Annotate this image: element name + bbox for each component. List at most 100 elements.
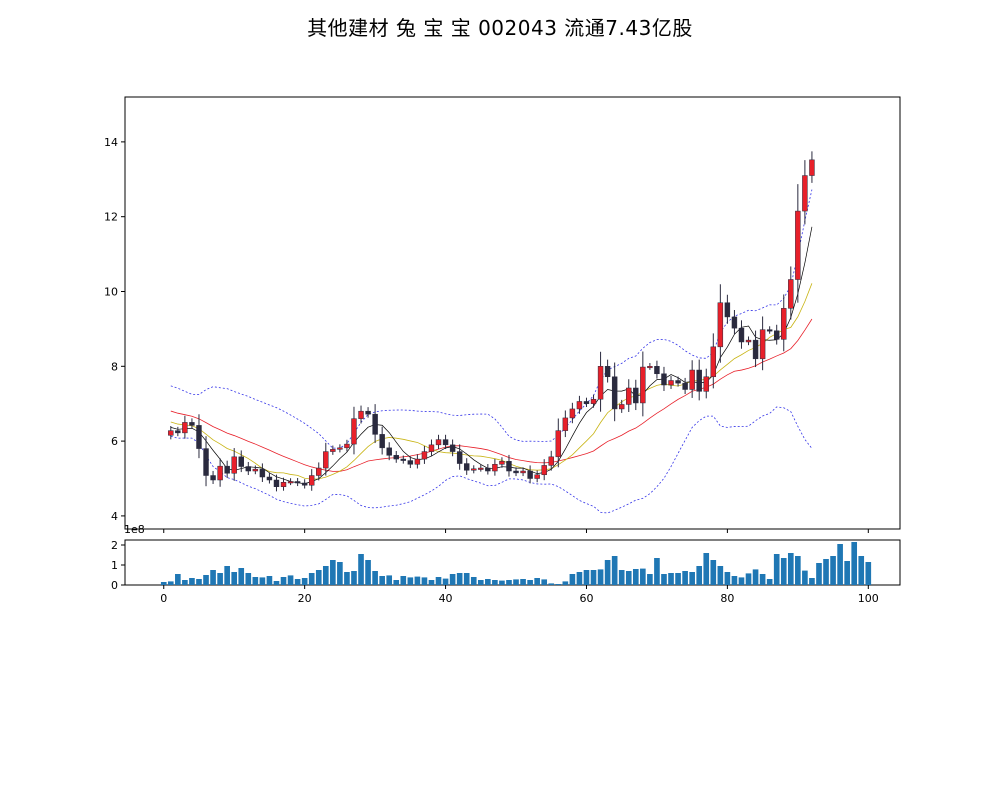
candle-body <box>675 380 681 384</box>
volume-x-axis: 0 20 40 60 80 100 <box>160 585 879 605</box>
volume-bar <box>231 572 238 585</box>
volume-bar <box>477 580 484 585</box>
boll-lower-line <box>170 406 813 514</box>
candle-body <box>569 408 576 419</box>
volume-bar <box>689 572 695 585</box>
volume-bar <box>661 574 667 585</box>
candle-body <box>301 482 308 486</box>
volume-bar <box>167 581 174 585</box>
candle-body <box>442 439 449 446</box>
volume-bar <box>421 577 428 585</box>
candle-body <box>562 417 569 431</box>
candle-body <box>316 467 322 476</box>
x-tick-label: 80 <box>720 592 734 605</box>
x-tick-label: 40 <box>439 592 453 605</box>
volume-bar <box>773 554 780 585</box>
volume-bar <box>224 566 230 585</box>
candle-body <box>548 456 554 466</box>
candle-body <box>168 430 174 436</box>
candle-body <box>618 404 625 410</box>
volume-bar <box>625 571 632 585</box>
volume-bar <box>337 562 343 585</box>
candle-body <box>611 376 618 410</box>
volume-y-tick-label: 2 <box>111 539 118 552</box>
candle-body <box>788 279 794 309</box>
volume-bar <box>745 573 752 585</box>
candle-body <box>766 329 773 332</box>
candle-body <box>703 376 709 392</box>
volume-bar <box>752 569 759 585</box>
price-axes-frame <box>124 96 901 530</box>
price-y-tick-label: 14 <box>104 136 118 149</box>
volume-bar <box>344 572 350 585</box>
candle-body <box>745 339 752 343</box>
candle-body <box>534 474 540 479</box>
candle-body <box>640 366 646 404</box>
candle-body <box>308 475 315 486</box>
volume-bar <box>787 553 794 585</box>
volume-bar <box>372 571 378 585</box>
candle-body <box>210 475 216 481</box>
candle-body <box>449 444 456 452</box>
candle-body <box>506 461 512 472</box>
volume-bar <box>731 576 738 585</box>
candle-body <box>456 451 463 464</box>
candle-body <box>597 366 604 400</box>
volume-bar <box>809 578 815 585</box>
volume-bar <box>597 569 604 585</box>
candle-body <box>781 308 787 340</box>
candle-body <box>590 398 597 404</box>
candle-body <box>259 468 266 478</box>
volume-bar <box>534 578 540 585</box>
candle-body <box>266 476 273 481</box>
candle-body <box>633 387 639 404</box>
volume-bar <box>351 571 357 585</box>
candle-body <box>421 451 428 460</box>
candle-body <box>809 159 815 176</box>
x-tick-label: 100 <box>858 592 879 605</box>
volume-bar <box>668 573 674 585</box>
price-y-tick-label: 6 <box>111 435 118 448</box>
volume-bar <box>442 578 449 585</box>
volume-bar <box>548 583 555 585</box>
volume-bar <box>203 575 209 585</box>
candle-body <box>654 366 660 375</box>
volume-bar <box>682 571 688 585</box>
volume-bar <box>499 580 505 585</box>
volume-bar <box>520 579 526 585</box>
volume-bar <box>238 568 245 585</box>
volume-bar <box>703 553 710 585</box>
candle-body <box>365 410 371 415</box>
candle-body <box>478 467 484 470</box>
candle-body <box>196 425 202 449</box>
price-y-tick-label: 10 <box>104 285 118 298</box>
volume-bar <box>315 570 322 585</box>
candle-body <box>189 422 195 426</box>
candle-body <box>738 327 745 343</box>
price-y-tick-label: 8 <box>111 360 118 373</box>
volume-bar <box>611 556 618 585</box>
volume-bar <box>604 560 611 585</box>
candle-body <box>527 470 533 479</box>
candle-body <box>689 369 695 390</box>
boll-upper-line <box>170 189 813 449</box>
volume-bar <box>830 556 836 585</box>
candle-body <box>555 430 562 458</box>
candle-body <box>668 380 674 386</box>
volume-y-tick-label: 1 <box>111 559 118 572</box>
volume-bar <box>414 576 421 585</box>
candle-body <box>576 401 583 410</box>
candle-body <box>499 461 505 465</box>
candle-body <box>280 481 287 487</box>
candle-body <box>323 451 329 469</box>
volume-bar <box>795 556 801 585</box>
candle-body <box>393 455 399 460</box>
candle-body <box>773 330 780 340</box>
ma-mid-line <box>170 283 813 480</box>
candle-body <box>604 366 611 378</box>
volume-bar <box>287 575 294 585</box>
volume-bar <box>647 574 653 585</box>
volume-bars <box>160 542 872 585</box>
volume-bar <box>175 574 181 585</box>
